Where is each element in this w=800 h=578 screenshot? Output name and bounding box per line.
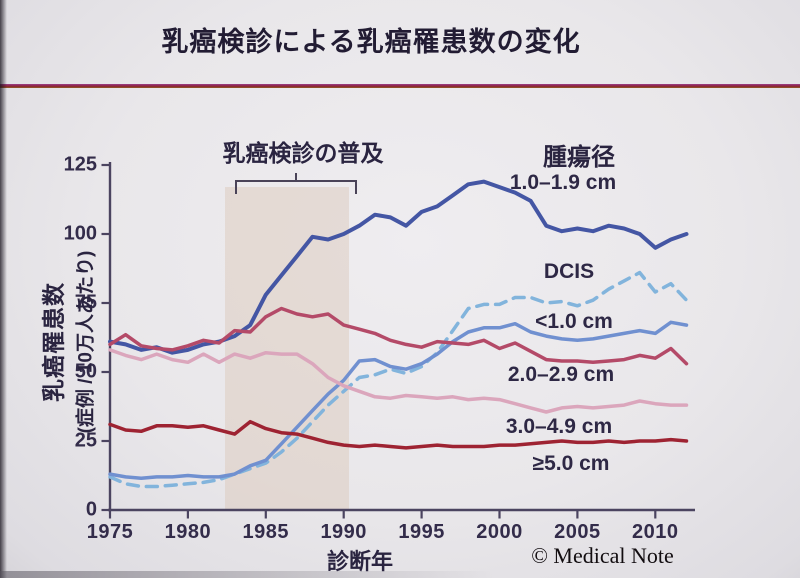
x-axis-label: 診断年 xyxy=(326,549,393,574)
bracket-tick xyxy=(295,173,297,181)
page-title: 乳癌検診による乳癌罹患数の変化 xyxy=(161,27,581,57)
copyright: © Medical Note xyxy=(531,543,674,568)
series-line-size-lt-10 xyxy=(108,320,689,481)
screening-annotation: 乳癌検診の普及 xyxy=(222,140,384,166)
series-line-size-ge-50 xyxy=(108,419,689,450)
screening-bracket xyxy=(235,173,357,194)
y-axis-title-main: 乳癌罹患数 xyxy=(40,282,67,402)
legend-title: 腫瘍径 xyxy=(543,144,615,171)
series-line-size-10-19 xyxy=(108,179,689,355)
series-line-size-30-49 xyxy=(108,348,689,414)
title-rule xyxy=(0,84,800,88)
series-line-size-20-29 xyxy=(108,306,689,366)
series-line-dcis xyxy=(108,270,689,489)
y-axis-title-units: (症例 / 10万人あたり) xyxy=(75,250,97,434)
axes xyxy=(108,162,695,512)
